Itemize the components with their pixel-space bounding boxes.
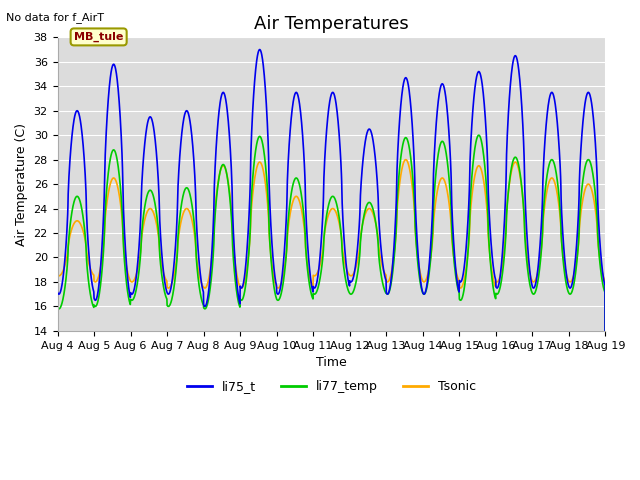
li77_temp [348,291,355,297]
li77_temp [553,176,561,181]
li75_t [207,272,214,278]
li75_t [360,155,367,161]
Tsonic [402,157,410,163]
Line: Tsonic: Tsonic [58,160,605,480]
li77_temp [475,132,483,138]
Legend: li75_t, li77_temp, Tsonic: li75_t, li77_temp, Tsonic [182,375,481,398]
li75_t [348,279,355,285]
Tsonic [359,219,367,225]
li75_t [54,289,61,295]
li77_temp [54,305,61,311]
X-axis label: Time: Time [316,356,347,369]
Title: Air Temperatures: Air Temperatures [254,15,409,33]
Tsonic [553,190,561,196]
Tsonic [568,276,576,282]
li75_t [568,280,576,286]
Line: li77_temp: li77_temp [58,135,605,480]
li75_t [491,273,499,278]
Tsonic [348,273,355,279]
Text: No data for f_AirT: No data for f_AirT [6,12,104,23]
Text: MB_tule: MB_tule [74,32,124,42]
Tsonic [207,267,214,273]
Tsonic [54,273,61,278]
li75_t [553,117,561,123]
Line: li75_t: li75_t [58,49,605,480]
li77_temp [491,292,499,298]
li77_temp [568,288,576,294]
li77_temp [207,285,214,290]
li75_t [256,47,264,52]
Tsonic [491,282,499,288]
Y-axis label: Air Temperature (C): Air Temperature (C) [15,122,28,246]
li77_temp [359,218,367,224]
